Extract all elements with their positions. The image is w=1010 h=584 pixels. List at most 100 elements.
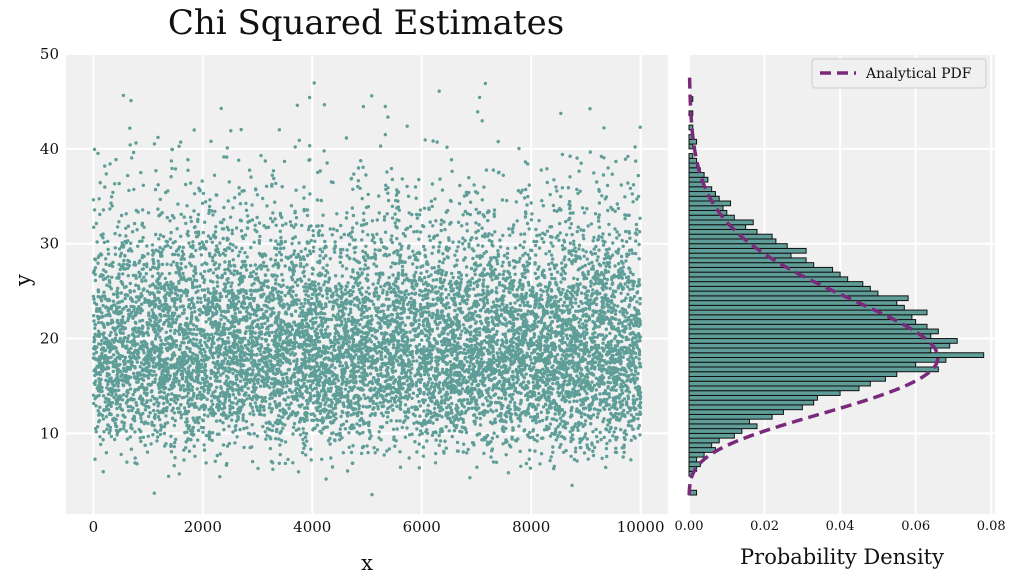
scatter-point (278, 443, 282, 447)
scatter-point (596, 412, 600, 416)
scatter-point (498, 347, 502, 351)
scatter-point (560, 434, 564, 439)
scatter-point (134, 300, 138, 304)
scatter-point (158, 432, 163, 437)
scatter-point (362, 267, 366, 271)
scatter-point (179, 294, 184, 298)
scatter-point (189, 219, 193, 224)
scatter-point (427, 274, 431, 279)
scatter-point (502, 316, 506, 320)
scatter-point (202, 443, 206, 447)
scatter-point (167, 286, 171, 290)
scatter-point (379, 438, 383, 442)
scatter-point (329, 420, 333, 424)
scatter-point (320, 457, 324, 461)
scatter-point (536, 403, 540, 407)
scatter-point (467, 307, 471, 311)
scatter-point (585, 327, 589, 332)
scatter-point (505, 251, 510, 256)
scatter-point (366, 205, 371, 209)
scatter-point (478, 423, 483, 427)
scatter-point (382, 215, 387, 219)
scatter-point (629, 438, 633, 442)
scatter-point (449, 158, 454, 162)
scatter-point (173, 418, 177, 423)
scatter-point (621, 455, 625, 459)
scatter-point (104, 378, 108, 382)
scatter-point (230, 281, 234, 285)
scatter-point (485, 301, 490, 305)
scatter-point (370, 219, 375, 223)
scatter-point (450, 411, 454, 415)
scatter-point (305, 439, 309, 443)
scatter-point (474, 333, 479, 337)
scatter-point (462, 194, 467, 198)
scatter-point (419, 429, 423, 433)
scatter-point (314, 293, 319, 297)
scatter-point (449, 363, 453, 368)
scatter-point (398, 253, 403, 257)
scatter-point (624, 240, 629, 244)
scatter-point (408, 352, 413, 357)
scatter-point (502, 269, 506, 273)
scatter-point (160, 262, 165, 267)
scatter-point (144, 400, 149, 405)
scatter-point (305, 289, 309, 293)
scatter-point (119, 213, 124, 218)
scatter-point (568, 241, 572, 245)
scatter-point (521, 374, 525, 378)
scatter-point (549, 253, 554, 257)
scatter-point (168, 237, 172, 241)
scatter-point (105, 427, 109, 431)
scatter-point (268, 402, 272, 406)
scatter-point (346, 411, 350, 415)
scatter-point (246, 342, 251, 346)
scatter-point (103, 400, 108, 404)
scatter-point (176, 253, 181, 257)
scatter-point (631, 200, 635, 204)
scatter-point (569, 222, 574, 226)
scatter-point (484, 396, 488, 400)
scatter-point (525, 312, 529, 316)
scatter-point (626, 285, 630, 289)
scatter-point (208, 268, 213, 272)
scatter-point (400, 425, 404, 430)
scatter-point (601, 243, 606, 247)
scatter-point (453, 253, 457, 257)
scatter-point (572, 457, 577, 462)
scatter-point (250, 445, 254, 449)
scatter-point (366, 366, 371, 370)
scatter-point (350, 226, 355, 230)
scatter-point (154, 232, 158, 237)
scatter-point (405, 426, 409, 430)
scatter-point (253, 401, 258, 405)
scatter-point (236, 348, 240, 353)
scatter-point (206, 290, 211, 294)
scatter-point (432, 406, 437, 411)
scatter-point (225, 155, 229, 159)
scatter-point (586, 457, 590, 461)
scatter-point (96, 409, 100, 413)
scatter-point (116, 286, 120, 290)
scatter-point (539, 452, 544, 456)
scatter-point (347, 312, 351, 317)
scatter-point (169, 159, 174, 163)
scatter-point (215, 284, 220, 288)
scatter-point (141, 235, 145, 240)
scatter-point (204, 320, 208, 324)
scatter-point (208, 376, 213, 380)
scatter-point (499, 313, 503, 318)
scatter-point (268, 216, 273, 221)
scatter-point (522, 196, 527, 200)
scatter-point (286, 395, 290, 399)
scatter-point (482, 185, 486, 189)
scatter-point (490, 305, 495, 309)
scatter-point (146, 211, 151, 215)
scatter-point (497, 396, 501, 400)
scatter-point (529, 361, 534, 365)
scatter-point (418, 391, 422, 395)
scatter-point (290, 241, 294, 246)
scatter-point (619, 183, 623, 187)
scatter-point (227, 441, 232, 446)
scatter-point (364, 244, 368, 248)
